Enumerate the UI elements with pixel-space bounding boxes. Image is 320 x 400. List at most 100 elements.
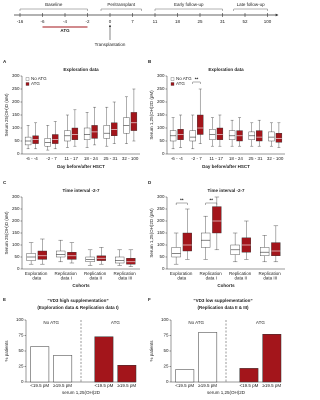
- y-tick-label: 25: [18, 364, 24, 369]
- y-tick-label: 150: [12, 112, 20, 117]
- timeline-tick-label: -2: [85, 19, 89, 24]
- y-tick-label: 300: [12, 73, 20, 78]
- y-axis-label: % patients: [4, 340, 9, 362]
- box: [52, 134, 59, 144]
- phase-label: Late follow-up: [237, 2, 266, 7]
- significance-label: **: [180, 198, 184, 203]
- phase-label: Early follow-up: [174, 2, 204, 7]
- x-tick-label: <19.5 pM: [94, 383, 113, 388]
- x-tick-label: 32 - 100: [267, 156, 284, 161]
- x-tick-label-line: Exploration: [25, 271, 49, 276]
- x-tick-label-line: data III: [118, 276, 132, 281]
- x-tick-label: ≥19.5 pM: [53, 383, 72, 388]
- chart-title: Exploration data: [63, 67, 99, 72]
- y-tick-label: 50: [18, 348, 24, 353]
- atg-label: ATG: [60, 28, 70, 33]
- y-tick-label: 0: [17, 266, 20, 271]
- group-label: ATG: [111, 320, 120, 325]
- x-tick-label: Exploration data: [25, 271, 49, 281]
- x-tick-label-line: Replication: [229, 271, 253, 276]
- phase-label: Peritransplant: [107, 2, 136, 7]
- y-tick-label: 100: [12, 242, 20, 247]
- phase-bracket: [154, 8, 223, 11]
- y-tick-label: 150: [157, 230, 165, 235]
- box: [260, 247, 270, 256]
- y-tick-label: 50: [14, 254, 20, 259]
- y-tick-label: 50: [159, 254, 165, 259]
- bar: [239, 368, 259, 383]
- x-tick-label-line: data: [32, 276, 41, 281]
- y-tick-label: 100: [157, 125, 165, 130]
- bar: [262, 334, 282, 383]
- y-tick-label: 100: [16, 317, 24, 322]
- y-tick-label: 250: [157, 206, 165, 211]
- x-tick-label: 25 - 31: [103, 156, 118, 161]
- y-axis-label: Serum 25(OH)D (nM): [4, 211, 9, 255]
- x-tick-label-line: Replication: [199, 271, 223, 276]
- x-axis-label: Cohorts: [72, 283, 90, 288]
- y-tick-label: 250: [12, 206, 20, 211]
- page: {"timeline": {"phases": ["Baseline", "Pe…: [3, 2, 285, 396]
- box: [271, 242, 281, 257]
- x-tick-label: ≥19.5 pM: [198, 383, 217, 388]
- significance-label: **: [195, 77, 199, 82]
- bar: [30, 346, 50, 383]
- panel-letter: E: [3, 297, 6, 302]
- x-tick-label: -6 - -4: [26, 156, 38, 161]
- box: [228, 130, 236, 140]
- x-tick-label: Replication data I: [199, 271, 223, 281]
- phase-bracket: [19, 8, 88, 11]
- x-axis-label: serum 1,25(OH)2D: [207, 390, 246, 395]
- bar: [94, 336, 114, 383]
- timeline-tick-label: 52: [242, 19, 248, 24]
- y-tick-label: 0: [162, 266, 165, 271]
- x-axis-label: Day before/after HSCT: [57, 164, 105, 169]
- x-tick-label: 25 - 31: [248, 156, 263, 161]
- x-tick-label-line: Replication: [84, 271, 108, 276]
- box: [37, 250, 47, 260]
- box: [275, 132, 283, 143]
- panel-letter: C: [3, 180, 7, 185]
- y-tick-label: 200: [12, 218, 20, 223]
- x-tick-label-line: data I: [61, 276, 72, 281]
- timeline-tick-label: 11: [153, 19, 158, 24]
- box: [197, 114, 204, 135]
- y-tick-label: 50: [14, 138, 20, 143]
- phase-label: Baseline: [45, 2, 63, 7]
- y-tick-label: 50: [163, 348, 169, 353]
- x-tick-label-line: Replication: [258, 271, 282, 276]
- x-tick-label-line: data I: [206, 276, 217, 281]
- bar: [198, 332, 218, 383]
- y-axis-label: % patients: [149, 340, 154, 362]
- legend-label: ATG: [31, 81, 40, 86]
- group-label: No ATG: [43, 320, 59, 325]
- y-tick-label: 25: [163, 364, 169, 369]
- chart-subtitle: (Replication data II & III): [197, 305, 249, 310]
- box: [83, 127, 91, 140]
- y-axis-label: Serum 1,25(OH)2D (pM): [149, 90, 154, 140]
- x-tick-label: Replication data III: [258, 271, 282, 281]
- y-tick-label: 250: [12, 86, 20, 91]
- significance-bracket: [175, 202, 188, 205]
- x-tick-label: <19.5 pM: [175, 383, 194, 388]
- panel-letter: F: [148, 297, 151, 302]
- box: [115, 256, 125, 264]
- significance-bracket: [205, 202, 218, 205]
- y-tick-label: 300: [157, 194, 165, 199]
- chart-title: Time interval -2-7: [63, 188, 100, 193]
- x-axis-label: Day before/after HSCT: [202, 164, 250, 169]
- y-tick-label: 200: [12, 99, 20, 104]
- panel-letter: D: [148, 180, 152, 185]
- legend-swatch: [25, 77, 30, 81]
- x-tick-label: ≥19.5 pM: [117, 383, 136, 388]
- x-tick-label-line: Replication: [54, 271, 78, 276]
- timeline-tick-label: 0: [109, 19, 112, 24]
- y-tick-label: 75: [18, 333, 24, 338]
- timeline-tick-label: 31: [220, 19, 226, 24]
- box: [212, 206, 222, 234]
- x-tick-label-line: Exploration: [170, 271, 194, 276]
- x-tick-label: Replication data II: [84, 271, 108, 281]
- bar: [53, 355, 73, 383]
- transplant-label: Transplantation: [95, 42, 126, 47]
- x-tick-label: Replication data II: [229, 271, 253, 281]
